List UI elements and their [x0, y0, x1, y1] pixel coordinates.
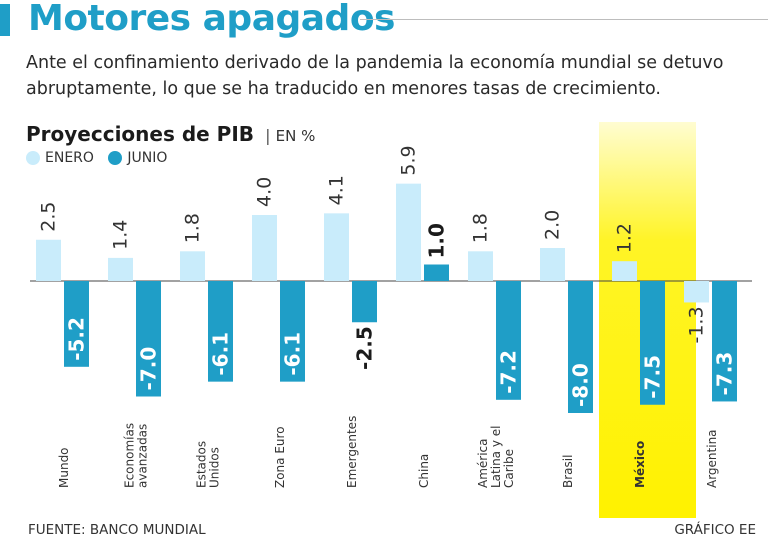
page-title: Motores apagados — [28, 0, 395, 39]
title-accent-bar — [0, 4, 10, 36]
value-label-enero: 1.4 — [110, 220, 132, 250]
subtitle: Ante el confinamiento derivado de la pan… — [26, 50, 761, 102]
value-label-junio: -6.1 — [281, 332, 305, 376]
chart-title: Proyecciones de PIB — [26, 122, 255, 146]
bar-enero — [36, 239, 61, 281]
category-label: Mundo — [57, 447, 71, 488]
bar-enero — [324, 213, 349, 281]
category-label: China — [417, 454, 431, 488]
category-label: América Latina y el Caribe — [476, 426, 516, 488]
legend-label-junio: JUNIO — [127, 150, 168, 166]
bar-junio — [64, 281, 89, 367]
chart-title-separator: | — [265, 126, 271, 145]
value-label-enero: 5.9 — [398, 145, 420, 175]
bar-enero — [684, 281, 709, 303]
category-label: Zona Euro — [273, 426, 287, 488]
value-label-junio: -7.5 — [641, 355, 665, 399]
value-label-enero: 1.2 — [614, 223, 636, 253]
category-label-line: Unidos — [208, 447, 222, 488]
legend-item-junio: JUNIO — [108, 150, 167, 166]
category-label-line: México — [633, 441, 647, 488]
value-label-enero: 4.0 — [254, 177, 276, 207]
chart-legend: ENERO JUNIO — [26, 150, 177, 169]
chart-heading: Proyecciones de PIB | EN % — [26, 122, 315, 146]
value-label-junio: -2.5 — [353, 326, 377, 370]
legend-item-enero: ENERO — [26, 150, 94, 166]
value-label-junio: -6.1 — [209, 332, 233, 376]
value-label-junio: -7.0 — [137, 347, 161, 391]
category-label-line: Estados — [195, 441, 209, 488]
bar-junio — [280, 281, 305, 382]
category-label-line: Economías — [123, 423, 137, 488]
source-note: FUENTE: BANCO MUNDIAL — [28, 522, 206, 538]
value-label-enero: 1.8 — [182, 213, 204, 243]
value-label-junio: -7.3 — [713, 352, 737, 396]
value-label-junio: -7.2 — [497, 350, 521, 394]
legend-swatch-junio — [108, 151, 123, 165]
bar-enero — [180, 251, 205, 281]
category-label-line: Caribe — [502, 449, 516, 488]
header-rule — [360, 19, 768, 20]
bar-junio — [352, 281, 377, 323]
category-label: Brasil — [561, 455, 575, 488]
value-label-enero: 2.5 — [38, 202, 60, 232]
value-label-junio: -5.2 — [65, 317, 89, 361]
bar-enero — [468, 251, 493, 281]
bar-junio — [712, 281, 737, 402]
bar-enero — [252, 215, 277, 281]
category-label-line: Argentina — [705, 429, 719, 488]
bar-junio — [424, 264, 449, 281]
chart-unit: EN % — [275, 127, 316, 145]
bar-enero — [540, 248, 565, 281]
value-label-enero: 1.8 — [470, 213, 492, 243]
value-label-enero: -1.3 — [686, 306, 708, 343]
category-label: Emergentes — [345, 416, 359, 488]
bar-enero — [612, 261, 637, 281]
category-label-line: Mundo — [57, 447, 71, 488]
bar-junio — [136, 281, 161, 397]
bar-junio — [640, 281, 665, 405]
value-label-junio: -8.0 — [569, 363, 593, 407]
category-label-line: Emergentes — [345, 416, 359, 488]
category-label-line: Brasil — [561, 455, 575, 488]
bar-junio — [496, 281, 521, 400]
category-label-line: Latina y el — [489, 426, 503, 488]
value-label-enero: 4.1 — [326, 175, 348, 205]
category-label-line: América — [476, 439, 490, 489]
value-label-enero: 2.0 — [542, 210, 564, 240]
category-label: Argentina — [705, 429, 719, 488]
bar-junio — [208, 281, 233, 382]
bar-enero — [108, 257, 133, 281]
graphic-credit: GRÁFICO EE — [674, 522, 756, 538]
legend-label-enero: ENERO — [45, 150, 94, 166]
category-label-line: Zona Euro — [273, 426, 287, 488]
bar-enero — [396, 183, 421, 281]
bar-junio — [568, 281, 593, 413]
subtitle-line: abruptamente, lo que se ha traducido en … — [26, 79, 661, 99]
category-label: México — [633, 441, 647, 488]
category-label-line: China — [417, 454, 431, 488]
value-label-junio: 1.0 — [425, 223, 449, 258]
category-label-line: avanzadas — [136, 424, 150, 488]
legend-swatch-enero — [26, 151, 40, 165]
category-label: Estados Unidos — [195, 441, 222, 488]
subtitle-line: Ante el confinamiento derivado de la pan… — [26, 53, 724, 73]
category-label: Economías avanzadas — [123, 423, 150, 488]
